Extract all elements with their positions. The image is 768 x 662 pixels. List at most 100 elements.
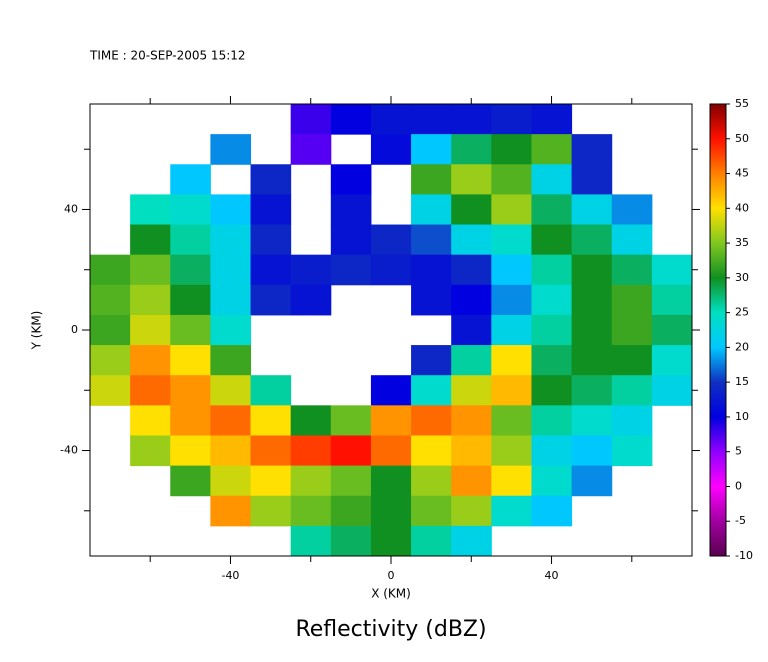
cell — [290, 525, 332, 557]
cell — [330, 495, 372, 527]
cell — [451, 435, 492, 467]
cell — [250, 435, 292, 467]
cell — [290, 254, 332, 286]
cell — [571, 435, 613, 467]
cell — [90, 284, 131, 316]
cell — [290, 435, 332, 467]
cell — [170, 405, 211, 436]
cell — [210, 495, 252, 527]
cell — [411, 164, 452, 195]
cell — [531, 375, 573, 406]
cell — [491, 254, 532, 286]
y-axis-label: Y (KM) — [30, 311, 44, 351]
cell — [250, 164, 292, 195]
cell — [611, 405, 653, 436]
cell — [611, 224, 653, 256]
cell — [571, 314, 613, 346]
cell — [491, 435, 532, 467]
cell — [330, 254, 372, 286]
x-tick-label: 0 — [388, 569, 395, 582]
cell — [411, 495, 452, 527]
cell — [370, 224, 412, 256]
cell — [491, 194, 532, 226]
cell — [250, 254, 292, 286]
cell — [370, 495, 412, 527]
cell — [290, 134, 332, 165]
cell — [491, 104, 532, 135]
cell — [411, 224, 452, 256]
colorbar-tick-label: 15 — [735, 375, 749, 388]
cell — [290, 284, 332, 316]
cell — [330, 465, 372, 497]
cell — [531, 134, 573, 165]
cell — [611, 435, 653, 467]
cell — [170, 164, 211, 195]
cell — [330, 405, 372, 436]
colorbar-tick-label: 35 — [735, 236, 749, 249]
cell — [170, 224, 211, 256]
cell — [330, 104, 372, 135]
x-axis-label: X (KM) — [371, 587, 411, 601]
cell — [210, 314, 252, 346]
cell — [411, 194, 452, 226]
colorbar-tick-label: 45 — [735, 167, 749, 180]
cell — [370, 525, 412, 557]
cell — [130, 405, 171, 436]
cell — [491, 284, 532, 316]
colorbar-tick-label: 10 — [735, 410, 749, 423]
cell — [491, 314, 532, 346]
cell — [330, 525, 372, 557]
cell — [611, 254, 653, 286]
cell — [451, 284, 492, 316]
cell — [210, 224, 252, 256]
cell — [491, 495, 532, 527]
cell — [210, 284, 252, 316]
chart-title: TIME : 20-SEP-2005 15:12 — [89, 49, 246, 63]
cell — [411, 104, 452, 135]
cell — [210, 254, 252, 286]
cell — [210, 405, 252, 436]
cell — [531, 314, 573, 346]
cell — [451, 104, 492, 135]
cell — [651, 375, 693, 406]
cell — [451, 224, 492, 256]
cell — [451, 405, 492, 436]
cell — [491, 465, 532, 497]
cell — [491, 164, 532, 195]
cell — [531, 435, 573, 467]
cell — [451, 134, 492, 165]
cell — [611, 194, 653, 226]
cell — [330, 194, 372, 226]
cell — [370, 405, 412, 436]
cell — [130, 254, 171, 286]
colorbar-tick-label: -10 — [735, 549, 753, 562]
cell — [571, 375, 613, 406]
cell — [130, 224, 171, 256]
cell — [411, 134, 452, 165]
cell — [651, 254, 693, 286]
x-tick-label: 40 — [545, 569, 559, 582]
cell — [411, 465, 452, 497]
cell — [250, 375, 292, 406]
cell — [170, 284, 211, 316]
colorbar-tick-label: 30 — [735, 271, 749, 284]
cell — [491, 345, 532, 376]
cell — [290, 405, 332, 436]
cell — [531, 465, 573, 497]
cell — [651, 345, 693, 376]
cell — [250, 284, 292, 316]
cell — [130, 194, 171, 226]
cell — [90, 254, 131, 286]
y-tick-label: -40 — [60, 444, 78, 457]
cell — [370, 104, 412, 135]
cell — [571, 254, 613, 286]
cell — [90, 345, 131, 376]
colorbar-tick-label: 5 — [735, 445, 742, 458]
cell — [130, 345, 171, 376]
cell — [571, 405, 613, 436]
cell — [531, 495, 573, 527]
colorbar-tick-label: 0 — [735, 479, 742, 492]
cell — [290, 465, 332, 497]
cell — [370, 134, 412, 165]
cell — [210, 134, 252, 165]
